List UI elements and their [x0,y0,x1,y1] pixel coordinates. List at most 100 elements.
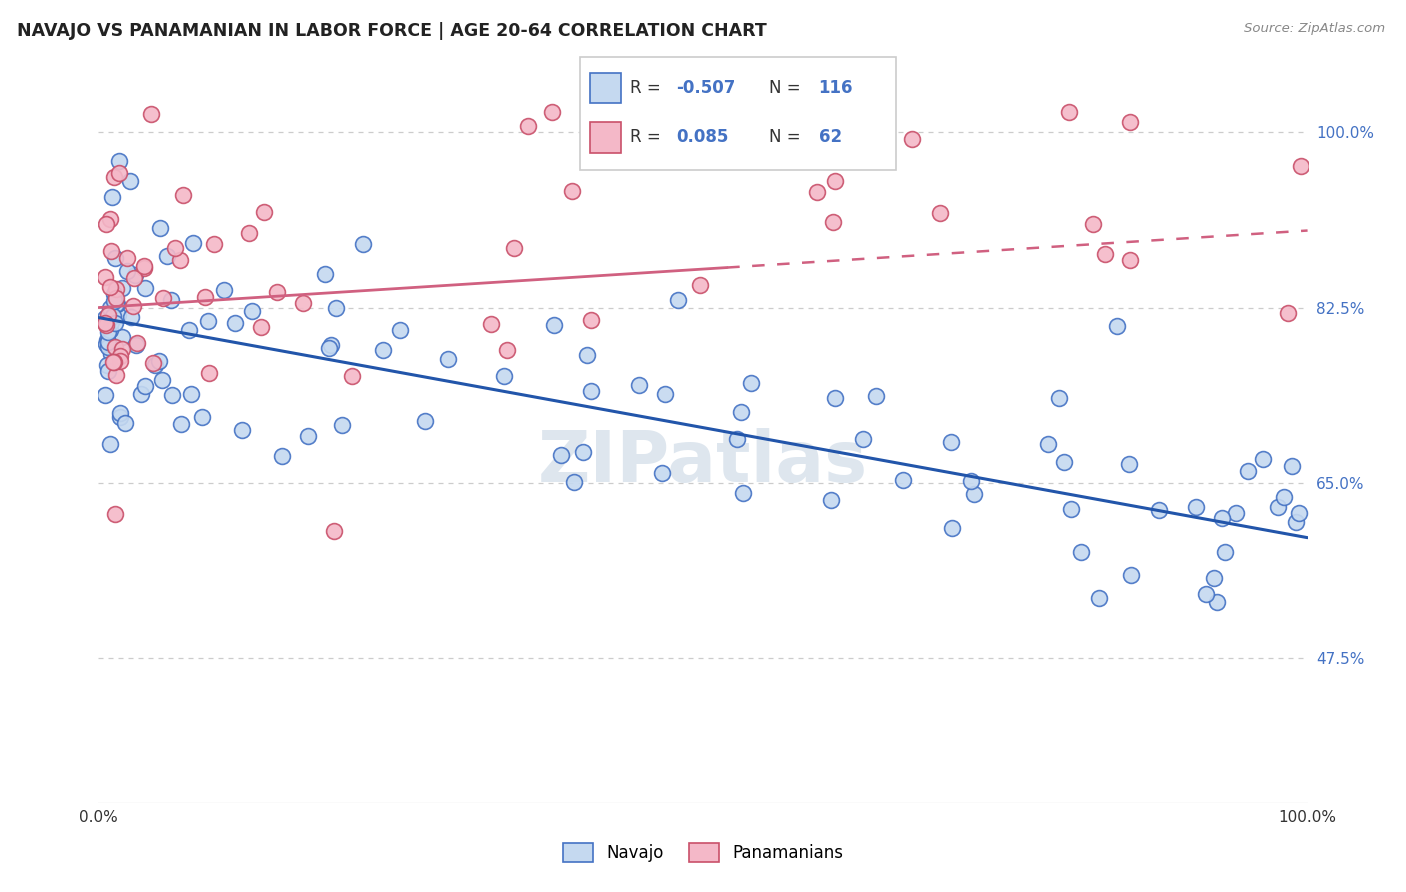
Point [231,423,253,437]
Text: R =: R = [630,79,661,97]
Point [1149,503,1171,517]
Point [152,291,174,305]
Point [101,190,124,204]
Point [124,268,146,283]
Point [1119,252,1142,267]
Point [323,524,346,538]
Point [1195,586,1218,600]
Point [1285,515,1308,529]
Point [117,264,139,278]
Point [104,316,127,330]
Point [122,299,145,313]
Point [104,294,127,309]
Point [1047,391,1070,405]
Point [253,205,276,219]
Point [651,466,673,480]
Point [941,521,963,535]
Point [1251,452,1274,467]
Point [100,347,122,361]
Point [963,487,986,501]
Point [318,341,340,355]
Point [212,283,235,297]
Point [654,387,676,401]
Point [105,282,128,296]
Point [224,316,246,330]
Point [852,432,875,446]
Point [170,417,193,431]
Point [806,185,828,199]
Text: -0.507: -0.507 [676,79,735,97]
Point [824,174,846,188]
Point [98,437,121,451]
Point [115,251,138,265]
Text: 62: 62 [818,128,842,146]
Text: N =: N = [769,128,800,146]
Point [156,249,179,263]
Point [134,379,156,393]
Point [1118,114,1140,128]
Point [163,241,186,255]
Point [103,355,125,369]
Point [107,154,129,169]
Point [101,310,124,324]
Point [132,259,155,273]
Point [561,184,583,198]
Legend: Navajo, Panamanians: Navajo, Panamanians [557,836,849,869]
Point [960,474,983,488]
Point [1094,247,1116,261]
Point [194,290,217,304]
Point [108,349,131,363]
Point [496,343,519,357]
Point [340,369,363,384]
Point [104,251,127,265]
Point [1288,506,1310,520]
Point [94,318,117,333]
Text: NAVAJO VS PANAMANIAN IN LABOR FORCE | AGE 20-64 CORRELATION CHART: NAVAJO VS PANAMANIAN IN LABOR FORCE | AG… [17,22,766,40]
Point [1118,458,1140,472]
Point [110,354,132,368]
Text: 0.085: 0.085 [676,128,728,146]
Point [103,293,125,308]
Point [481,317,503,331]
Point [820,492,842,507]
Point [1205,595,1227,609]
Point [104,297,127,311]
Point [928,206,950,220]
Point [108,407,131,421]
Point [104,340,127,354]
Point [1225,507,1247,521]
Point [1204,571,1226,585]
Point [1059,105,1081,120]
Point [143,358,166,372]
Point [190,409,212,424]
Point [1087,591,1109,606]
Point [105,291,128,305]
Point [97,334,120,349]
Point [1289,159,1312,173]
Point [105,368,128,383]
Point [1060,502,1083,516]
Text: 116: 116 [818,79,853,97]
Point [131,387,153,401]
Point [1211,511,1233,525]
Point [579,384,602,398]
Point [517,119,540,133]
Point [240,304,263,318]
Point [111,281,134,295]
Point [134,281,156,295]
Point [98,211,121,226]
Point [1038,437,1060,451]
Point [120,310,142,324]
Point [939,434,962,449]
Point [148,354,170,368]
Point [94,388,117,402]
Point [1185,500,1208,515]
Point [181,236,204,251]
Point [98,301,121,316]
Point [271,449,294,463]
Point [821,214,844,228]
Point [134,261,156,276]
Point [103,355,125,369]
Point [177,322,200,336]
Point [114,417,136,431]
